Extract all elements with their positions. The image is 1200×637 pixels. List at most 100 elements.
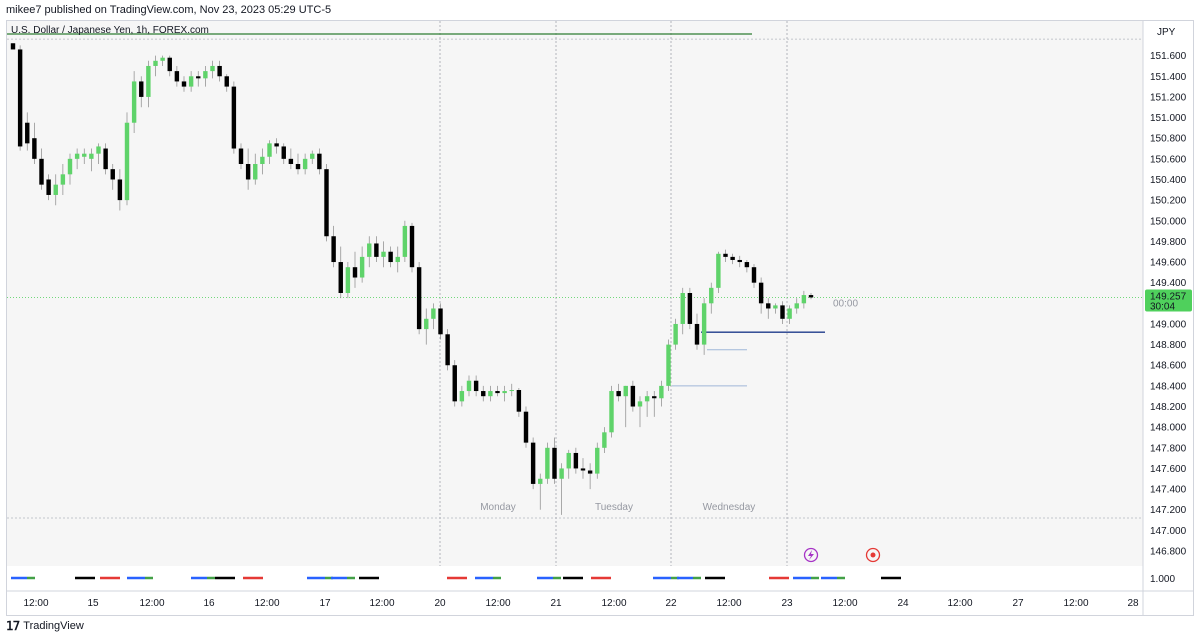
candle-body	[416, 267, 422, 330]
price-tick-label: 151.400	[1150, 72, 1187, 83]
candle-body	[345, 267, 351, 293]
candle	[203, 65, 208, 87]
lightning-icon[interactable]	[803, 547, 819, 563]
candle-body	[659, 385, 664, 399]
candle	[174, 65, 180, 87]
candle	[530, 437, 536, 490]
candle	[794, 298, 799, 314]
candle	[345, 262, 351, 299]
time-tick-label: 20	[434, 598, 446, 609]
candle-body	[196, 76, 201, 79]
time-tick-label: 12:00	[254, 598, 279, 609]
price-axis: 151.600 151.400 151.200 151.000 150.800 150.6…	[1145, 51, 1192, 558]
candle	[566, 449, 571, 479]
chart-title: U.S. Dollar / Japanese Yen, 1h, FOREX.co…	[11, 25, 209, 36]
candle-body	[402, 225, 408, 257]
candle	[694, 313, 700, 350]
candle-body	[281, 146, 286, 159]
candle-body	[652, 396, 657, 399]
candle	[466, 375, 472, 397]
candle-body	[466, 380, 472, 392]
price-tick-label: 147.600	[1150, 464, 1187, 475]
price-tick-label: 146.800	[1150, 547, 1187, 558]
candle	[60, 164, 66, 195]
candle	[324, 164, 329, 242]
candle-body	[744, 262, 750, 268]
candle	[709, 282, 714, 314]
candle-body	[153, 60, 158, 66]
candle	[773, 303, 778, 314]
price-tick-label: 148.800	[1150, 340, 1187, 351]
candle	[131, 71, 137, 134]
publish-info: mikee7 published on TradingView.com, Nov…	[6, 4, 332, 16]
candle-body	[644, 396, 650, 402]
candle-body	[310, 153, 315, 159]
candle	[687, 287, 693, 330]
candle-body	[288, 158, 294, 164]
candle	[153, 55, 158, 77]
time-axis: 12:00 15 12:00 16 12:00 17 12:00 20 12:00 21 12:00…	[23, 598, 1139, 609]
candle-body	[395, 256, 400, 263]
chart-frame[interactable]: Monday Tuesday Wednesday 00:00 151.600 151.…	[6, 20, 1194, 616]
candle-body	[203, 71, 208, 79]
time-tick-label: 12:00	[601, 598, 626, 609]
candle-body	[552, 447, 557, 479]
candle	[89, 148, 94, 172]
candle-body	[188, 76, 194, 87]
candle	[267, 140, 272, 164]
candle	[367, 236, 372, 268]
price-tick-label: 151.000	[1150, 113, 1187, 124]
candle-body	[794, 303, 799, 309]
candle	[424, 308, 429, 345]
candle-body	[680, 293, 685, 324]
candle-body	[374, 243, 379, 257]
candle	[409, 222, 415, 273]
candle	[388, 246, 393, 268]
candle	[587, 463, 593, 490]
candle	[160, 55, 165, 66]
candle-body	[780, 305, 785, 319]
candle-body	[516, 390, 522, 412]
time-tick-label: 12:00	[1063, 598, 1088, 609]
candle	[488, 385, 493, 402]
candle-body	[716, 253, 721, 288]
time-tick-label: 12:00	[485, 598, 510, 609]
time-tick-label: 16	[203, 598, 215, 609]
candle	[580, 458, 586, 479]
candle	[124, 112, 130, 206]
candle-body	[295, 164, 301, 170]
price-tick-label: 149.800	[1150, 237, 1187, 248]
candle	[666, 339, 671, 392]
target-icon[interactable]	[865, 547, 881, 563]
current-price-label: 149.257	[1150, 291, 1187, 302]
time-tick-label: 23	[781, 598, 793, 609]
candle	[117, 169, 123, 211]
candlestick-chart[interactable]: Monday Tuesday Wednesday 00:00 151.600151.…	[7, 21, 1193, 615]
candle	[509, 383, 514, 397]
indicator-pane: 1.000	[11, 574, 1175, 585]
overlay-lines: 00:00	[7, 33, 881, 563]
candle	[538, 473, 543, 510]
candle	[523, 406, 529, 448]
candle-body	[25, 122, 30, 144]
day-label-tuesday: Tuesday	[595, 502, 633, 513]
price-tick-label: 150.800	[1150, 134, 1187, 145]
candle-body	[53, 184, 58, 195]
candle-body	[545, 447, 550, 479]
candle	[659, 380, 664, 407]
candle-body	[96, 146, 101, 154]
candle	[32, 122, 37, 164]
candle-body	[424, 318, 429, 330]
candle	[374, 236, 379, 263]
candle-body	[523, 411, 529, 443]
candle	[352, 251, 358, 288]
candle-body	[160, 57, 165, 61]
price-tick-label: 147.800	[1150, 443, 1187, 454]
candle-body	[167, 57, 172, 72]
candle	[616, 383, 621, 402]
candle	[295, 153, 301, 175]
candle-body	[587, 470, 593, 474]
candle-body	[595, 447, 600, 474]
candle-body	[758, 282, 764, 304]
time-tick-label: 27	[1012, 598, 1024, 609]
